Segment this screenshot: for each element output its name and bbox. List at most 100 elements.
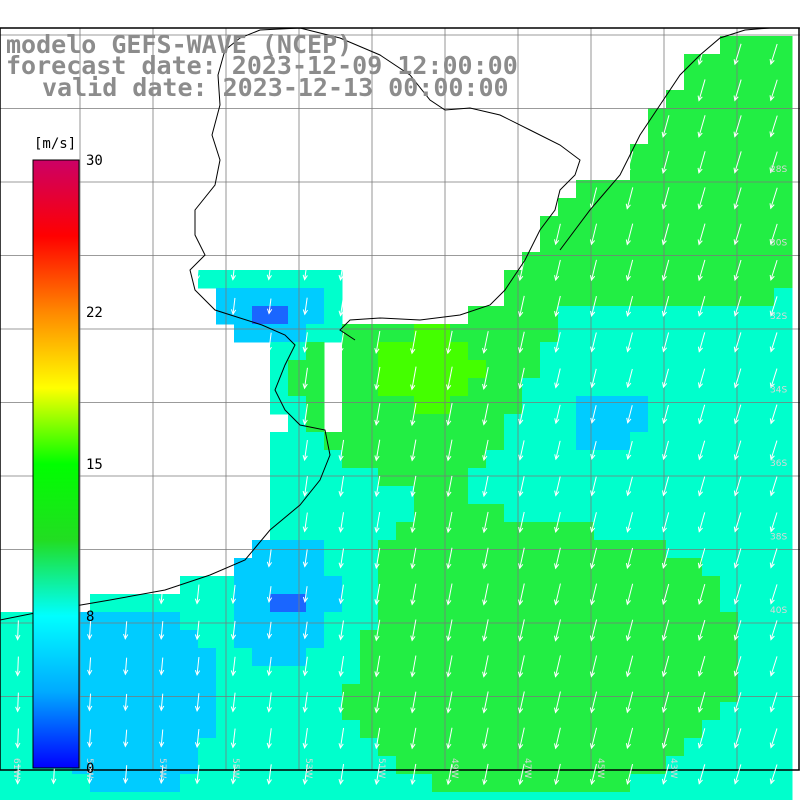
lon-label: 49W <box>449 758 459 778</box>
ocean-cell <box>342 414 361 433</box>
ocean-cell <box>378 378 397 397</box>
ocean-cell <box>108 720 127 739</box>
ocean-cell <box>306 594 325 613</box>
ocean-cell <box>432 576 451 595</box>
ocean-cell <box>738 90 757 109</box>
ocean-cell <box>396 612 415 631</box>
wind-arrow <box>554 763 561 786</box>
lon-label: 55W <box>230 758 240 778</box>
ocean-cell <box>126 756 145 775</box>
wind-arrow <box>769 476 778 497</box>
ocean-cell <box>252 558 271 577</box>
ocean-cell <box>108 594 127 613</box>
ocean-cell <box>594 270 613 289</box>
wind-arrow <box>338 656 345 678</box>
lat-label: 32S <box>770 312 787 322</box>
ocean-cell <box>648 108 667 127</box>
ocean-cell <box>702 702 721 721</box>
ocean-cell <box>774 180 793 199</box>
ocean-cell <box>630 684 649 703</box>
ocean-cell <box>396 522 415 541</box>
ocean-cell <box>648 252 667 271</box>
ocean-cell <box>360 342 379 361</box>
wind-arrow <box>589 619 598 642</box>
ocean-cell <box>360 378 379 397</box>
ocean-cell <box>774 450 793 469</box>
ocean-cell <box>324 774 343 793</box>
ocean-cell <box>180 594 199 613</box>
wind-arrow <box>697 296 706 317</box>
ocean-cell <box>720 504 739 523</box>
ocean-cell <box>576 396 595 415</box>
ocean-cell <box>198 702 217 721</box>
ocean-cell <box>594 450 613 469</box>
ocean-cell <box>738 594 757 613</box>
ocean-cell <box>738 216 757 235</box>
wind-arrow <box>87 657 93 676</box>
ocean-cell <box>756 306 775 325</box>
ocean-cell <box>738 630 757 649</box>
ocean-cell <box>702 90 721 109</box>
wind-arrow <box>15 764 21 785</box>
ocean-cell <box>468 486 487 505</box>
wind-arrow <box>302 692 308 713</box>
ocean-cell <box>756 252 775 271</box>
ocean-cell <box>540 306 559 325</box>
ocean-cell <box>666 432 685 451</box>
ocean-cell <box>342 666 361 685</box>
ocean-cell <box>648 684 667 703</box>
ocean-cell <box>738 414 757 433</box>
wind-arrow <box>123 621 129 640</box>
ocean-cell <box>702 684 721 703</box>
wind-arrow <box>589 583 598 606</box>
ocean-cell <box>90 774 109 793</box>
ocean-cell <box>108 630 127 649</box>
ocean-cell <box>90 666 109 685</box>
ocean-cell <box>720 342 739 361</box>
ocean-cell <box>522 702 541 721</box>
ocean-cell <box>594 702 613 721</box>
ocean-cell <box>18 720 37 739</box>
ocean-cell <box>540 522 559 541</box>
wind-arrow <box>302 297 309 316</box>
ocean-cell <box>0 720 19 739</box>
ocean-cell <box>540 216 559 235</box>
ocean-cell <box>702 720 721 739</box>
colorbar: [m/s] 30 22 15 8 0 <box>32 136 103 777</box>
ocean-cell <box>684 684 703 703</box>
wind-arrow <box>266 332 272 353</box>
ocean-cell <box>180 684 199 703</box>
ocean-cell <box>216 630 235 649</box>
ocean-cell <box>216 288 235 307</box>
ocean-cell <box>360 324 379 343</box>
ocean-cell <box>306 522 325 541</box>
ocean-cell <box>486 324 505 343</box>
ocean-cell <box>720 414 739 433</box>
ocean-cell <box>432 666 451 685</box>
ocean-cell <box>360 774 379 793</box>
ocean-cell <box>594 180 613 199</box>
ocean-cell <box>216 738 235 757</box>
wind-arrow <box>302 367 308 390</box>
ocean-cell <box>702 612 721 631</box>
wind-arrow <box>302 332 308 353</box>
ocean-cell <box>216 684 235 703</box>
colorbar-tick: 30 <box>86 153 103 169</box>
ocean-cell <box>378 792 397 800</box>
ocean-cell <box>468 324 487 343</box>
ocean-cell <box>666 270 685 289</box>
ocean-cell <box>468 378 487 397</box>
ocean-cell <box>342 648 361 667</box>
ocean-cell <box>252 306 271 325</box>
ocean-cell <box>720 162 739 181</box>
ocean-cell <box>378 504 397 523</box>
ocean-cell <box>576 486 595 505</box>
ocean-cell <box>594 414 613 433</box>
wind-arrow <box>661 259 670 282</box>
wind-arrow <box>662 404 669 425</box>
ocean-cell <box>324 630 343 649</box>
ocean-cell <box>306 324 325 343</box>
ocean-cell <box>90 648 109 667</box>
ocean-cell <box>738 648 757 667</box>
ocean-cell <box>630 774 649 793</box>
